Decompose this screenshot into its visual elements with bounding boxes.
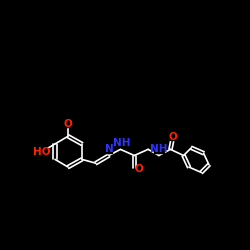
Bar — [65, 120, 71, 128]
Text: O: O — [64, 119, 72, 129]
Text: NH: NH — [113, 138, 131, 148]
Text: HO: HO — [33, 147, 51, 157]
Bar — [136, 166, 142, 173]
Text: O: O — [134, 164, 143, 174]
Text: N: N — [104, 144, 113, 154]
Bar — [170, 134, 176, 140]
Bar — [37, 148, 47, 155]
Bar — [106, 146, 112, 153]
Text: O: O — [168, 132, 177, 142]
Bar — [117, 140, 127, 147]
Bar — [154, 146, 164, 153]
Text: NH: NH — [150, 144, 168, 154]
